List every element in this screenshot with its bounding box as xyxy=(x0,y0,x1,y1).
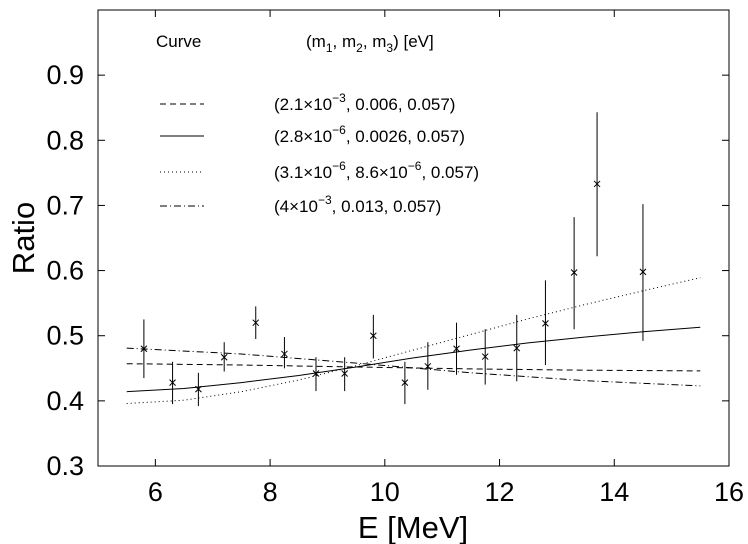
data-point xyxy=(542,319,549,327)
curve-dashdot xyxy=(126,347,701,387)
legend: Curve (m1, m2, m3) [eV] (2.1×10−3, 0.006… xyxy=(156,32,479,216)
data-point xyxy=(570,269,578,276)
data-point xyxy=(195,385,202,393)
y-tick-label: 0.3 xyxy=(46,451,84,481)
x-tick-label: 14 xyxy=(599,477,629,507)
x-tick-label: 12 xyxy=(485,477,515,507)
y-tick-label: 0.4 xyxy=(46,386,84,416)
data-point xyxy=(220,353,228,361)
x-tick-labels: 6 8 10 12 14 16 xyxy=(148,477,744,507)
data-point xyxy=(140,345,148,353)
data-point xyxy=(513,344,521,352)
y-tick-label: 0.5 xyxy=(46,321,84,351)
y-tick-labels: 0.3 0.4 0.5 0.6 0.7 0.8 0.9 xyxy=(46,60,84,481)
data-point xyxy=(593,180,601,188)
curve-solid xyxy=(126,326,701,393)
legend-header-curve: Curve xyxy=(156,32,201,51)
data-point xyxy=(424,362,432,370)
x-tick-label: 10 xyxy=(370,477,400,507)
x-tick-label: 8 xyxy=(263,477,278,507)
data-point xyxy=(341,370,349,377)
y-axis-label: Ratio xyxy=(6,202,41,274)
y-tick-label: 0.6 xyxy=(46,256,84,286)
y-tick-label: 0.8 xyxy=(46,125,84,155)
x-tick-label: 6 xyxy=(148,477,163,507)
x-axis-label: E [MeV] xyxy=(358,510,468,544)
axis-ticks xyxy=(98,10,730,467)
data-point xyxy=(639,268,647,276)
y-tick-label: 0.9 xyxy=(46,60,84,90)
data-point xyxy=(252,319,260,327)
data-points xyxy=(140,112,647,407)
data-point xyxy=(481,353,489,360)
legend-label-solid: (2.8×10−6, 0.0026, 0.057) xyxy=(274,123,465,146)
curve-dotted xyxy=(126,277,701,404)
data-point xyxy=(453,345,460,353)
legend-label-dashdot: (4×10−3, 0.013, 0.057) xyxy=(274,193,441,216)
legend-label-dotted: (3.1×10−6, 8.6×10−6, 0.057) xyxy=(274,159,479,182)
plot-frame xyxy=(97,9,730,467)
curves xyxy=(126,277,701,404)
data-point xyxy=(169,379,176,386)
data-point xyxy=(369,332,377,340)
data-point xyxy=(401,379,409,386)
x-tick-label: 16 xyxy=(714,477,744,507)
data-point xyxy=(281,350,288,358)
curve-dashed xyxy=(126,363,701,372)
legend-header-params: (m1, m2, m3) [eV] xyxy=(306,32,434,55)
y-tick-label: 0.7 xyxy=(46,190,84,220)
data-point xyxy=(312,370,320,377)
legend-label-dashed: (2.1×10−3, 0.006, 0.057) xyxy=(274,91,455,114)
